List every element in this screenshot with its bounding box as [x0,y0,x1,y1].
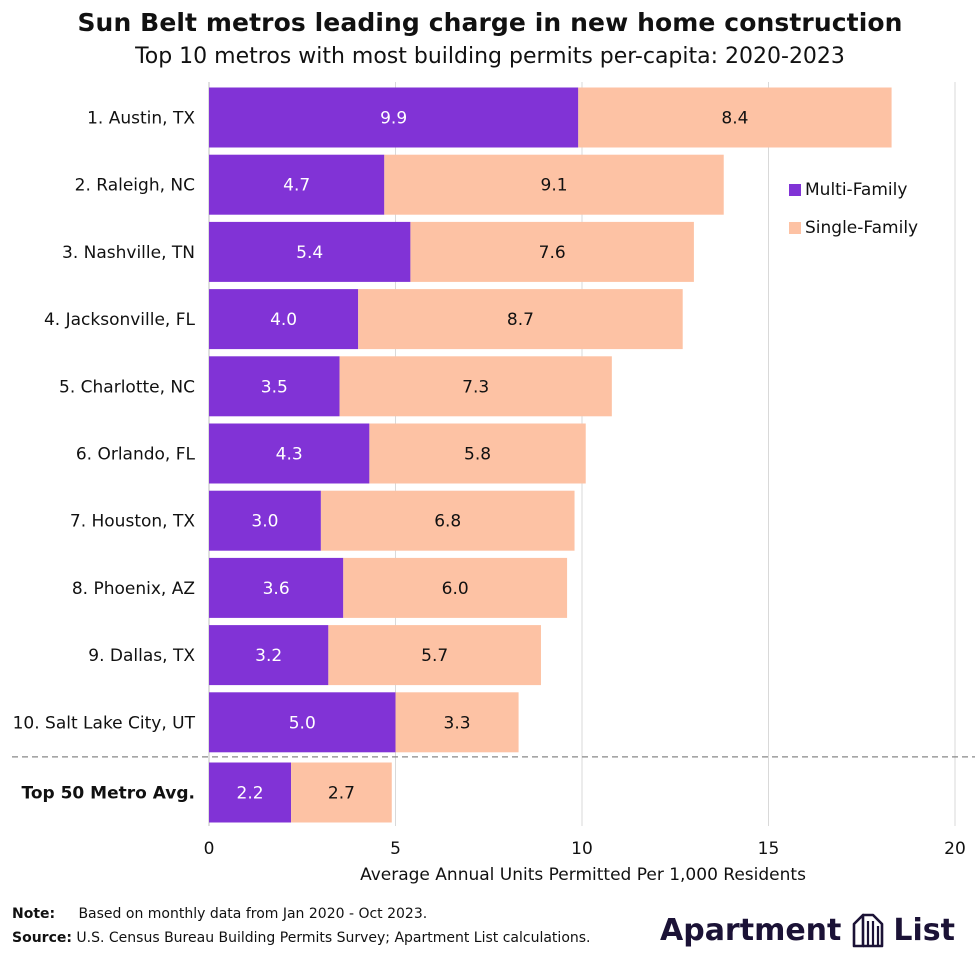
bar-multi-family-6-orlando-fl [209,423,370,484]
bar-multi-family-10-salt-lake-city-ut [209,692,396,753]
source-line: Source: U.S. Census Bureau Building Perm… [12,930,591,946]
legend-swatch-multi-family [789,184,801,196]
category-label-1-austin-tx: 1. Austin, TX [87,109,195,129]
data-label-single-family-8-phoenix-az: 6.0 [442,579,469,599]
bar-multi-family-2-raleigh-nc [209,154,385,215]
data-label-multi-family-4-jacksonville-fl: 4.0 [270,310,297,330]
data-label-single-family-3-nashville-tn: 7.6 [539,243,566,263]
bar-single-family-1-austin-tx [578,87,892,148]
bar-single-family-top-50-metro-avg [291,762,392,823]
category-label-5-charlotte-nc: 5. Charlotte, NC [59,377,195,397]
apartment-list-logo: Apartment List [660,908,955,952]
chart-subtitle: Top 10 metros with most building permits… [135,44,845,69]
bar-single-family-8-phoenix-az [343,557,568,618]
bar-multi-family-7-houston-tx [209,490,321,551]
data-label-single-family-5-charlotte-nc: 7.3 [462,377,489,397]
data-label-single-family-9-dallas-tx: 5.7 [421,646,448,666]
data-label-multi-family-5-charlotte-nc: 3.5 [261,377,288,397]
legend-label-single-family: Single-Family [805,218,918,238]
bar-single-family-5-charlotte-nc [339,356,612,417]
logo-right-text: List [893,912,955,948]
data-label-multi-family-1-austin-tx: 9.9 [380,109,407,129]
data-label-single-family-1-austin-tx: 8.4 [721,109,748,129]
bar-multi-family-1-austin-tx [209,87,579,148]
data-label-multi-family-7-houston-tx: 3.0 [251,512,278,532]
x-tick-label-5: 5 [390,839,401,859]
bar-multi-family-4-jacksonville-fl [209,289,359,350]
data-label-multi-family-top-50-metro-avg: 2.2 [237,784,264,804]
data-label-single-family-7-houston-tx: 6.8 [434,512,461,532]
category-label-9-dallas-tx: 9. Dallas, TX [88,646,195,666]
data-label-single-family-6-orlando-fl: 5.8 [464,445,491,465]
bar-chart: 9.9 8.4 1. Austin, TX 4.7 9.1 2. Raleigh, NC 5… [12,82,975,885]
note-label: Note: [12,906,56,922]
x-tick-label-20: 20 [944,839,966,859]
category-label-top-50-metro-avg: Top 50 Metro Avg. [22,784,196,804]
legend-label-multi-family: Multi-Family [805,180,907,200]
data-label-single-family-10-salt-lake-city-ut: 3.3 [444,713,471,733]
x-tick-label-15: 15 [758,839,780,859]
category-label-2-raleigh-nc: 2. Raleigh, NC [75,176,195,196]
data-label-single-family-2-raleigh-nc: 9.1 [541,176,568,196]
category-label-8-phoenix-az: 8. Phoenix, AZ [72,579,195,599]
bar-single-family-10-salt-lake-city-ut [395,692,519,753]
data-label-multi-family-3-nashville-tn: 5.4 [296,243,323,263]
data-label-multi-family-6-orlando-fl: 4.3 [276,445,303,465]
data-label-multi-family-2-raleigh-nc: 4.7 [283,176,310,196]
data-label-single-family-4-jacksonville-fl: 8.7 [507,310,534,330]
chart-title: Sun Belt metros leading charge in new ho… [77,8,903,37]
bar-single-family-9-dallas-tx [328,625,541,686]
note-text: Based on monthly data from Jan 2020 - Oc… [78,906,428,922]
bar-single-family-3-nashville-tn [410,221,694,282]
data-label-multi-family-8-phoenix-az: 3.6 [263,579,290,599]
category-label-4-jacksonville-fl: 4. Jacksonville, FL [44,310,196,330]
x-tick-label-10: 10 [571,839,593,859]
bar-multi-family-3-nashville-tn [209,221,411,282]
data-label-single-family-top-50-metro-avg: 2.7 [328,784,355,804]
category-label-7-houston-tx: 7. Houston, TX [70,512,195,532]
source-label: Source: [12,930,72,946]
bar-single-family-7-houston-tx [320,490,575,551]
category-label-3-nashville-tn: 3. Nashville, TN [62,243,195,263]
legend-swatch-single-family [789,222,801,234]
bar-single-family-2-raleigh-nc [384,154,724,215]
x-tick-label-0: 0 [204,839,215,859]
logo-left-text: Apartment [660,912,842,948]
data-label-multi-family-10-salt-lake-city-ut: 5.0 [289,713,316,733]
bar-multi-family-top-50-metro-avg [209,762,292,823]
source-text: U.S. Census Bureau Building Permits Surv… [76,930,591,946]
bar-single-family-4-jacksonville-fl [358,289,683,350]
x-axis-title: Average Annual Units Permitted Per 1,000… [360,865,806,885]
category-label-10-salt-lake-city-ut: 10. Salt Lake City, UT [13,713,196,733]
category-label-6-orlando-fl: 6. Orlando, FL [76,445,196,465]
bar-single-family-6-orlando-fl [369,423,586,484]
data-label-multi-family-9-dallas-tx: 3.2 [255,646,282,666]
note-line: Note: Based on monthly data from Jan 202… [12,906,427,922]
bar-multi-family-8-phoenix-az [209,557,344,618]
bar-multi-family-9-dallas-tx [209,625,329,686]
bar-multi-family-5-charlotte-nc [209,356,340,417]
apartment-list-building-icon [853,913,884,948]
